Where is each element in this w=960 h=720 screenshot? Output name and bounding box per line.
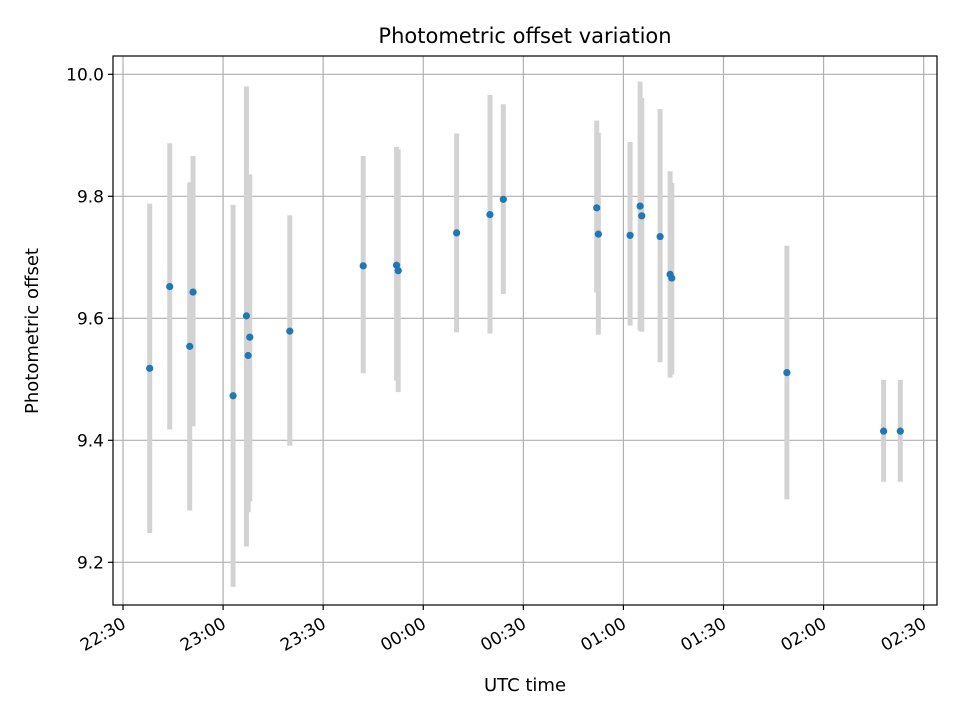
- x-tick-label: 23:30: [277, 614, 329, 656]
- x-tick-label: 00:30: [477, 614, 529, 656]
- y-tick-label: 9.4: [77, 431, 104, 451]
- x-tick-label: 00:00: [377, 614, 429, 656]
- y-tick-label: 10.0: [66, 65, 104, 85]
- data-point: [656, 232, 664, 241]
- chart-title: Photometric offset variation: [378, 24, 671, 48]
- plot-frame: [112, 55, 938, 606]
- y-tick-label: 9.8: [77, 187, 104, 207]
- data-point: [453, 229, 461, 237]
- error-bars: [147, 81, 903, 587]
- data-point: [146, 364, 154, 372]
- data-point: [668, 274, 676, 282]
- data-point: [189, 288, 197, 296]
- y-axis-ticks: 9.2 9.4 9.6 9.8 10.0: [66, 65, 113, 573]
- x-axis-ticks: 22:30 23:00 23:30 00:00 00:30 01:00 01:30 02:00…: [77, 605, 930, 656]
- grid: [113, 56, 937, 605]
- y-axis-label: Photometric offset: [22, 248, 43, 414]
- data-point: [392, 261, 401, 269]
- x-tick-label: 01:00: [577, 614, 629, 656]
- x-tick-label: 01:30: [678, 614, 730, 656]
- data-point: [638, 212, 646, 220]
- data-point: [486, 211, 494, 219]
- data-point: [244, 351, 252, 360]
- data-point: [499, 195, 507, 203]
- x-tick-label: 02:00: [778, 614, 830, 656]
- data-point: [246, 333, 254, 341]
- data-point: [394, 267, 402, 275]
- y-tick-label: 9.6: [77, 309, 104, 329]
- data-point: [880, 427, 888, 435]
- data-point: [359, 262, 367, 270]
- data-point: [286, 327, 294, 335]
- data-point: [229, 392, 237, 400]
- data-points: [146, 195, 904, 435]
- y-tick-label: 9.2: [77, 553, 104, 573]
- data-point: [626, 231, 634, 239]
- x-tick-label: 02:30: [878, 614, 930, 656]
- data-point: [594, 230, 602, 238]
- data-point: [166, 282, 174, 291]
- x-tick-label: 22:30: [77, 614, 129, 656]
- data-point: [242, 312, 251, 320]
- x-axis-label: UTC time: [484, 675, 566, 696]
- x-tick-label: 23:00: [177, 614, 229, 656]
- data-point: [593, 204, 601, 212]
- data-point: [896, 427, 904, 435]
- data-point: [783, 368, 791, 377]
- data-point: [636, 202, 644, 210]
- data-point: [186, 342, 194, 350]
